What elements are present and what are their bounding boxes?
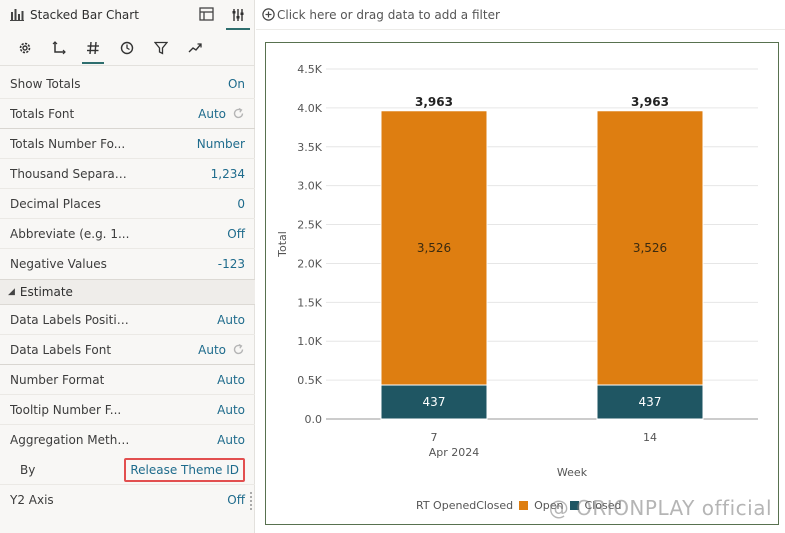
data-label: 3,526	[633, 241, 667, 255]
data-label: 437	[423, 395, 446, 409]
y-tick-label: 2.5K	[297, 219, 322, 232]
number-format-icon[interactable]	[76, 32, 110, 64]
property-value[interactable]: 1,234	[210, 166, 245, 181]
bar-chart-icon	[10, 6, 24, 25]
data-label: 437	[639, 395, 662, 409]
property-value[interactable]: Auto	[198, 106, 226, 121]
legend-item-closed[interactable]: Closed	[584, 499, 622, 512]
panel-header: Stacked Bar Chart	[0, 0, 254, 30]
filter-placeholder: Click here or drag data to add a filter	[277, 7, 500, 22]
property-label: Data Labels Position	[10, 312, 130, 327]
property-value[interactable]: 0	[237, 196, 245, 211]
legend-title: RT OpenedClosed	[416, 499, 514, 512]
property-label: Negative Values	[10, 257, 107, 271]
property-y2-axis[interactable]: Y2 Axis Off	[0, 485, 255, 515]
property-abbreviate[interactable]: Abbreviate (e.g. 1... Off	[0, 219, 255, 249]
property-label: Abbreviate (e.g. 1...	[10, 226, 130, 241]
collapse-triangle-icon[interactable]: ◢	[8, 287, 15, 297]
property-value[interactable]: Auto	[217, 312, 245, 327]
property-label: Aggregation Method	[10, 433, 130, 447]
property-aggregation-method[interactable]: Aggregation Method Auto	[0, 425, 255, 455]
property-value[interactable]: Auto	[217, 433, 245, 447]
x-tick-sublabel: Apr 2024	[429, 446, 480, 459]
chart-canvas[interactable]: 0.0 0.5K 1.0K 1.5K 2.0K 2.5K 3.0K 3.5K 4.0K 4.5K T…	[265, 42, 779, 525]
property-label: By	[20, 462, 36, 477]
time-icon[interactable]	[110, 32, 144, 64]
property-label: Totals Font	[10, 106, 75, 121]
property-value[interactable]: Auto	[198, 342, 226, 357]
property-tooltip-number-format[interactable]: Tooltip Number F... Auto	[0, 395, 255, 425]
filter-bar[interactable]: Click here or drag data to add a filter	[256, 0, 785, 30]
property-label: Number Format	[10, 372, 105, 387]
property-aggregation-by[interactable]: By Release Theme ID	[0, 455, 255, 485]
property-label: Decimal Places	[10, 196, 101, 211]
property-label: Y2 Axis	[10, 493, 54, 507]
total-label: 3,963	[631, 95, 669, 109]
section-estimate[interactable]: ◢ Estimate	[0, 279, 255, 305]
property-label: Show Totals	[10, 76, 81, 91]
properties-list: Show Totals On Totals Font Auto Totals N…	[0, 69, 255, 515]
x-tick-label: 14	[643, 431, 657, 444]
y-tick-label: 0.0	[305, 413, 323, 426]
general-icon[interactable]	[8, 32, 42, 64]
add-filter-icon[interactable]	[262, 8, 275, 21]
property-show-totals[interactable]: Show Totals On	[0, 69, 255, 99]
property-value[interactable]: Auto	[217, 402, 245, 417]
legend-swatch-open	[519, 501, 529, 510]
property-label: Data Labels Font	[10, 342, 112, 357]
reset-icon[interactable]	[232, 343, 245, 356]
y-tick-label: 2.0K	[297, 257, 322, 270]
bar-segment-open	[596, 110, 704, 386]
watermark: @ ORIONPLAY official	[548, 496, 772, 520]
y-axis-label: Total	[276, 231, 289, 258]
property-data-labels-font[interactable]: Data Labels Font Auto	[0, 335, 255, 365]
property-decimal-places[interactable]: Decimal Places 0	[0, 189, 255, 219]
filter-icon[interactable]	[144, 32, 178, 64]
bar-segment-closed	[380, 384, 488, 420]
y-tick-label: 1.5K	[297, 296, 322, 309]
y-tick-label: 1.0K	[297, 335, 322, 348]
bar-segment-open	[380, 110, 488, 386]
property-number-format[interactable]: Number Format Auto	[0, 365, 255, 395]
bar-segment-closed	[596, 384, 704, 420]
data-panel-icon[interactable]	[194, 3, 218, 25]
properties-panel-icon[interactable]	[226, 2, 250, 30]
y-tick-label: 0.5K	[297, 374, 322, 387]
aggregation-by-dropdown[interactable]: Release Theme ID	[124, 457, 245, 482]
property-value[interactable]: Off	[227, 226, 245, 241]
legend-item-open[interactable]: Open	[534, 499, 564, 512]
y-tick-label: 4.0K	[297, 102, 322, 115]
property-value[interactable]: -123	[217, 257, 245, 271]
chart-legend[interactable]: RT OpenedClosed Open Closed	[416, 499, 621, 512]
legend-swatch-closed	[569, 501, 579, 510]
property-value[interactable]: On	[227, 76, 245, 91]
property-totals-number-format[interactable]: Totals Number Fo... Number	[0, 129, 255, 159]
analytics-icon[interactable]	[178, 32, 212, 64]
property-value[interactable]: Number	[196, 136, 245, 151]
property-data-labels-position[interactable]: Data Labels Position Auto	[0, 305, 255, 335]
reset-icon[interactable]	[232, 107, 245, 120]
property-label: Totals Number Fo...	[10, 136, 126, 151]
total-label: 3,963	[415, 95, 453, 109]
property-totals-font[interactable]: Totals Font Auto	[0, 99, 255, 129]
property-value[interactable]: Auto	[217, 372, 245, 387]
property-label: Thousand Separator	[10, 166, 130, 181]
property-thousand-separator[interactable]: Thousand Separator 1,234	[0, 159, 255, 189]
y-tick-label: 4.5K	[297, 63, 322, 76]
x-tick-label: 7	[431, 431, 438, 444]
x-axis-label: Week	[557, 466, 588, 479]
property-negative-values[interactable]: Negative Values -123	[0, 249, 255, 279]
properties-tabs	[0, 30, 254, 66]
y-tick-label: 3.0K	[297, 180, 322, 193]
panel-resize-handle[interactable]	[250, 492, 252, 510]
property-value[interactable]: Off	[227, 493, 245, 507]
section-label: Estimate	[19, 285, 73, 299]
visualization-title: Stacked Bar Chart	[30, 8, 139, 22]
data-label: 3,526	[417, 241, 451, 255]
y-tick-label: 3.5K	[297, 141, 322, 154]
properties-panel: Stacked Bar Chart Show Totals On	[0, 0, 255, 533]
property-label: Tooltip Number F...	[10, 402, 122, 417]
stacked-bar-chart: 0.0 0.5K 1.0K 1.5K 2.0K 2.5K 3.0K 3.5K 4.0K 4.5K T…	[276, 63, 758, 479]
axis-icon[interactable]	[42, 32, 76, 64]
